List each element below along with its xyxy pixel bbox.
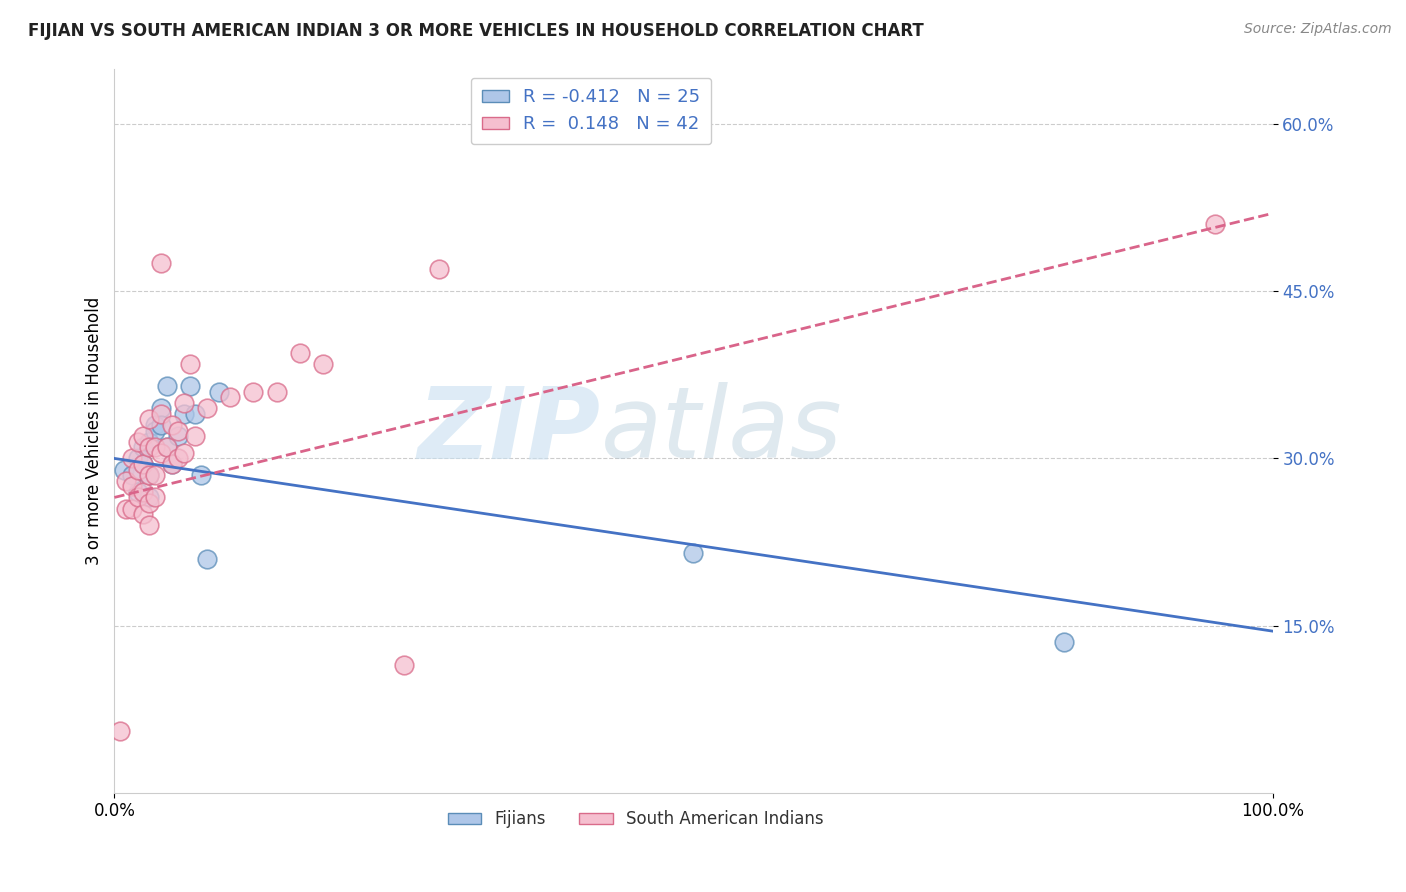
Point — [127, 484, 149, 499]
Point — [132, 457, 155, 471]
Point — [184, 407, 207, 421]
Legend: Fijians, South American Indians: Fijians, South American Indians — [441, 804, 830, 835]
Point — [242, 384, 264, 399]
Point — [132, 457, 155, 471]
Point — [173, 446, 195, 460]
Point — [132, 484, 155, 499]
Point — [173, 407, 195, 421]
Point — [149, 417, 172, 432]
Point — [167, 424, 190, 438]
Point — [143, 468, 166, 483]
Point — [155, 440, 177, 454]
Point — [108, 724, 131, 739]
Point — [138, 518, 160, 533]
Point — [132, 440, 155, 454]
Point — [173, 395, 195, 409]
Point — [121, 468, 143, 483]
Point — [121, 451, 143, 466]
Point — [155, 379, 177, 393]
Point — [127, 491, 149, 505]
Point — [138, 434, 160, 449]
Point — [143, 417, 166, 432]
Point — [312, 357, 335, 371]
Point — [162, 457, 184, 471]
Point — [208, 384, 231, 399]
Point — [121, 479, 143, 493]
Point — [127, 462, 149, 476]
Point — [155, 440, 177, 454]
Point — [149, 256, 172, 270]
Point — [167, 451, 190, 466]
Point — [219, 390, 242, 404]
Point — [143, 491, 166, 505]
Point — [184, 429, 207, 443]
Point — [138, 496, 160, 510]
Point — [1053, 635, 1076, 649]
Point — [162, 457, 184, 471]
Text: FIJIAN VS SOUTH AMERICAN INDIAN 3 OR MORE VEHICLES IN HOUSEHOLD CORRELATION CHAR: FIJIAN VS SOUTH AMERICAN INDIAN 3 OR MOR… — [28, 22, 924, 40]
Point — [392, 657, 415, 672]
Point — [266, 384, 288, 399]
Point — [143, 424, 166, 438]
Text: atlas: atlas — [600, 382, 842, 479]
Point — [138, 412, 160, 426]
Y-axis label: 3 or more Vehicles in Household: 3 or more Vehicles in Household — [86, 296, 103, 565]
Text: Source: ZipAtlas.com: Source: ZipAtlas.com — [1244, 22, 1392, 37]
Point — [132, 429, 155, 443]
Point — [427, 262, 450, 277]
Point — [167, 429, 190, 443]
Point — [127, 434, 149, 449]
Point — [162, 417, 184, 432]
Point — [149, 401, 172, 416]
Point — [682, 546, 704, 560]
Point — [121, 501, 143, 516]
Point — [138, 491, 160, 505]
Point — [127, 451, 149, 466]
Point — [132, 507, 155, 521]
Point — [190, 468, 212, 483]
Point — [138, 468, 160, 483]
Point — [138, 440, 160, 454]
Point — [143, 440, 166, 454]
Point — [179, 379, 201, 393]
Point — [288, 345, 311, 359]
Point — [149, 407, 172, 421]
Point — [115, 501, 138, 516]
Point — [149, 446, 172, 460]
Point — [179, 357, 201, 371]
Text: ZIP: ZIP — [418, 382, 600, 479]
Point — [195, 401, 218, 416]
Point — [195, 551, 218, 566]
Point — [1204, 218, 1226, 232]
Point — [112, 462, 135, 476]
Point — [115, 474, 138, 488]
Point — [138, 468, 160, 483]
